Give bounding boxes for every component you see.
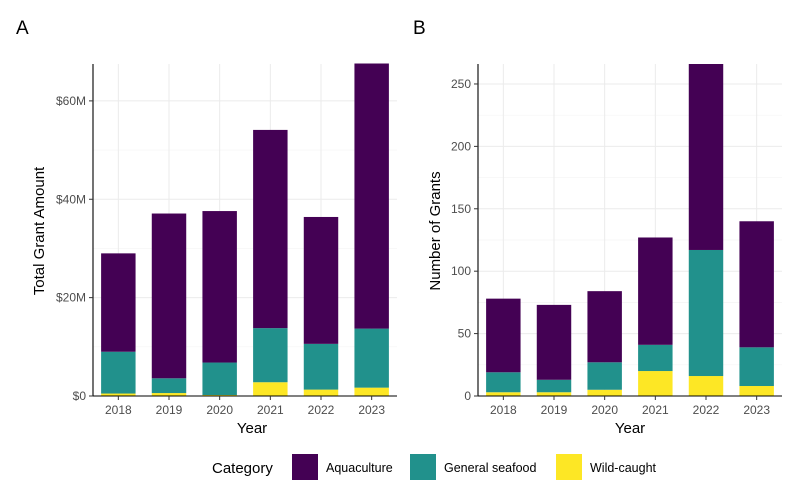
panel-a-x-axis-title: Year [237, 420, 267, 437]
panel-b-bars [486, 64, 774, 396]
legend-swatch-aquaculture [292, 454, 318, 480]
panel-a-bar-wild-caught-2019 [151, 393, 187, 396]
panel-b-bar-aquaculture-2018 [486, 298, 521, 373]
panel-a-bar-general-seafood-2020 [202, 362, 237, 396]
panel-a-x-tick-label: 2021 [257, 403, 284, 417]
panel-b-y-tick-label: 250 [451, 77, 471, 91]
panel-b-bar-wild-caught-2022 [688, 376, 724, 396]
legend: Category Aquaculture General seafood Wil… [212, 454, 657, 480]
panel-a-bars [101, 63, 389, 396]
panel-a-bar-aquaculture-2021 [253, 129, 288, 329]
panel-b-bar-general-seafood-2022 [688, 249, 724, 377]
panel-b-bar-wild-caught-2018 [486, 392, 521, 396]
panel-a-bar-general-seafood-2021 [253, 328, 288, 383]
panel-b-x-axis-title: Year [615, 420, 645, 437]
panel-b: B 0 50 100 150 200 250 2018 2019 2020 2021 2022 202… [413, 18, 782, 437]
panel-a-bar-aquaculture-2023 [354, 63, 389, 329]
panel-a-x-tick-label: 2022 [308, 403, 335, 417]
panel-a-bar-wild-caught-2021 [253, 382, 288, 396]
panel-b-y-tick-label: 150 [451, 202, 471, 216]
panel-b-y-tick-label: 200 [451, 139, 471, 153]
panel-a-y-axis-title: Total Grant Amount [31, 166, 48, 295]
panel-b-x-tick-label: 2023 [743, 403, 770, 417]
legend-title: Category [212, 460, 273, 477]
panel-b-bar-general-seafood-2019 [536, 379, 572, 393]
panel-b-bar-aquaculture-2021 [638, 237, 673, 345]
panel-a-bar-general-seafood-2019 [151, 378, 187, 394]
panel-b-bar-general-seafood-2020 [587, 362, 622, 390]
panel-b-bar-wild-caught-2023 [739, 386, 774, 396]
panel-b-tick-labels: 0 50 100 150 200 250 2018 2019 2020 2021 2022 2023 [451, 77, 770, 417]
panel-b-bar-general-seafood-2023 [739, 347, 774, 387]
panel-b-bar-wild-caught-2021 [638, 371, 673, 396]
panel-a-x-tick-label: 2020 [206, 403, 233, 417]
panel-b-y-tick-label: 0 [464, 389, 471, 403]
panel-b-bar-wild-caught-2019 [536, 392, 572, 396]
legend-label-wild-caught: Wild-caught [590, 461, 657, 475]
panel-a-y-tick-label: $20M [56, 291, 86, 305]
panel-b-x-tick-label: 2021 [642, 403, 669, 417]
legend-swatch-wild-caught [556, 454, 582, 480]
panel-a-bar-general-seafood-2023 [354, 328, 389, 388]
panel-b-bar-aquaculture-2020 [587, 291, 622, 363]
panel-b-x-tick-label: 2022 [693, 403, 720, 417]
panel-a-x-tick-label: 2019 [156, 403, 183, 417]
panel-b-x-tick-label: 2020 [591, 403, 618, 417]
panel-b-grid [478, 64, 782, 397]
panel-b-axes [474, 64, 782, 400]
panel-b-y-tick-label: 100 [451, 264, 471, 278]
legend-label-general-seafood: General seafood [444, 461, 536, 475]
panel-a-bar-aquaculture-2022 [303, 216, 339, 344]
panel-b-bar-aquaculture-2019 [536, 304, 572, 380]
panel-b-y-tick-label: 50 [458, 327, 472, 341]
panel-a-bar-aquaculture-2019 [151, 213, 187, 379]
panel-b-bar-aquaculture-2022 [688, 64, 724, 250]
panel-a-tag: A [16, 18, 29, 39]
panel-b-y-axis-title: Number of Grants [427, 171, 444, 290]
panel-a-axes [89, 64, 397, 400]
legend-label-aquaculture: Aquaculture [326, 461, 393, 475]
panel-a-bar-aquaculture-2020 [202, 211, 237, 363]
panel-a-x-tick-label: 2018 [105, 403, 132, 417]
panel-b-bar-wild-caught-2020 [587, 389, 622, 396]
panel-b-x-tick-label: 2019 [541, 403, 568, 417]
panel-a-bar-wild-caught-2023 [354, 387, 389, 396]
panel-b-x-tick-label: 2018 [490, 403, 517, 417]
panel-a: A $0 $20M $40M $60M 2018 2019 2020 2021 2022 2023… [16, 18, 397, 437]
panel-a-bar-general-seafood-2022 [303, 343, 339, 390]
panel-a-tick-labels: $0 $20M $40M $60M 2018 2019 2020 2021 2022 2023 [56, 94, 385, 417]
panel-b-bar-aquaculture-2023 [739, 221, 774, 348]
panel-a-x-tick-label: 2023 [358, 403, 385, 417]
panel-a-y-tick-label: $0 [73, 389, 87, 403]
panel-a-y-tick-label: $60M [56, 94, 86, 108]
panel-a-y-tick-label: $40M [56, 192, 86, 206]
panel-a-grid [93, 64, 397, 397]
panel-a-bar-wild-caught-2018 [101, 393, 136, 396]
panel-a-bar-general-seafood-2018 [101, 351, 136, 394]
panel-b-bar-general-seafood-2018 [486, 372, 521, 393]
panel-b-tag: B [413, 18, 426, 39]
panel-a-bar-wild-caught-2022 [303, 389, 339, 396]
panel-b-bar-general-seafood-2021 [638, 344, 673, 372]
panel-a-bar-aquaculture-2018 [101, 253, 136, 352]
legend-swatch-general-seafood [410, 454, 436, 480]
